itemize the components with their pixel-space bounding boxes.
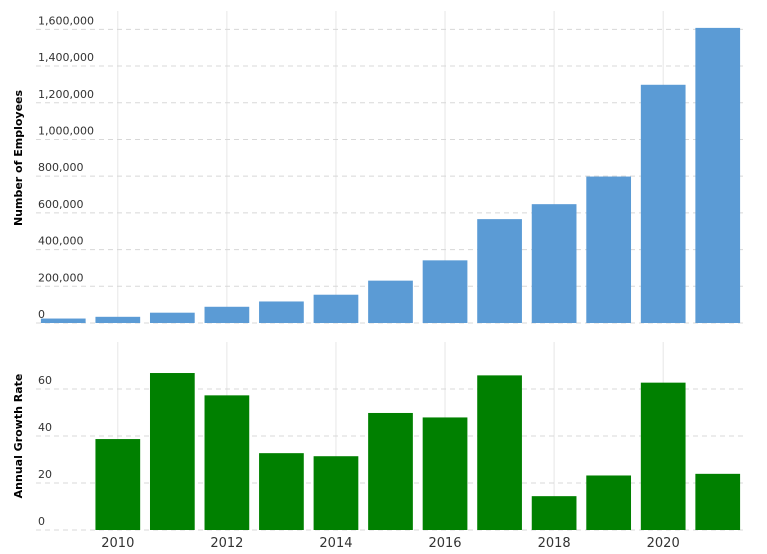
bar: [313, 456, 359, 530]
bar: [313, 294, 359, 323]
x-tick-label: 2014: [319, 536, 352, 551]
bar: [368, 280, 413, 323]
bar: [368, 412, 413, 530]
bar: [422, 417, 468, 530]
bar: [586, 176, 632, 323]
bar: [695, 27, 741, 324]
bar: [149, 312, 195, 323]
x-tick-label: 2016: [428, 536, 461, 551]
bar: [586, 475, 632, 530]
bar: [259, 453, 304, 530]
y-tick-label: 0: [38, 515, 45, 528]
bar: [531, 496, 577, 530]
y-tick-label: 20: [38, 468, 52, 481]
y-tick-label: 40: [38, 421, 52, 434]
y-tick-label: 200,000: [38, 271, 84, 284]
y-axis-label: Annual Growth Rate: [12, 374, 25, 499]
bar: [95, 439, 141, 530]
bar: [259, 301, 304, 323]
y-tick-label: 60: [38, 374, 52, 387]
bar: [477, 219, 522, 323]
y-axis-label: Number of Employees: [12, 90, 25, 227]
bar: [422, 260, 468, 323]
x-tick-label: 2018: [538, 536, 571, 551]
bar: [204, 395, 250, 530]
x-tick-label: 2010: [101, 536, 134, 551]
bar: [95, 316, 141, 323]
bar: [640, 382, 686, 530]
bar: [40, 318, 86, 323]
bar: [640, 84, 686, 323]
x-tick-label: 2020: [647, 536, 680, 551]
bar: [477, 375, 522, 530]
x-tick-label: 2012: [210, 536, 243, 551]
bar: [695, 473, 741, 530]
y-tick-label: 1,400,000: [38, 51, 94, 64]
y-tick-label: 800,000: [38, 161, 84, 174]
bar: [204, 306, 250, 323]
y-tick-label: 0: [38, 308, 45, 321]
bar: [531, 204, 577, 323]
y-tick-label: 1,200,000: [38, 88, 94, 101]
y-tick-label: 600,000: [38, 198, 84, 211]
y-tick-label: 1,600,000: [38, 14, 94, 27]
bar: [149, 373, 195, 530]
y-tick-label: 400,000: [38, 235, 84, 248]
y-tick-label: 1,000,000: [38, 124, 94, 137]
